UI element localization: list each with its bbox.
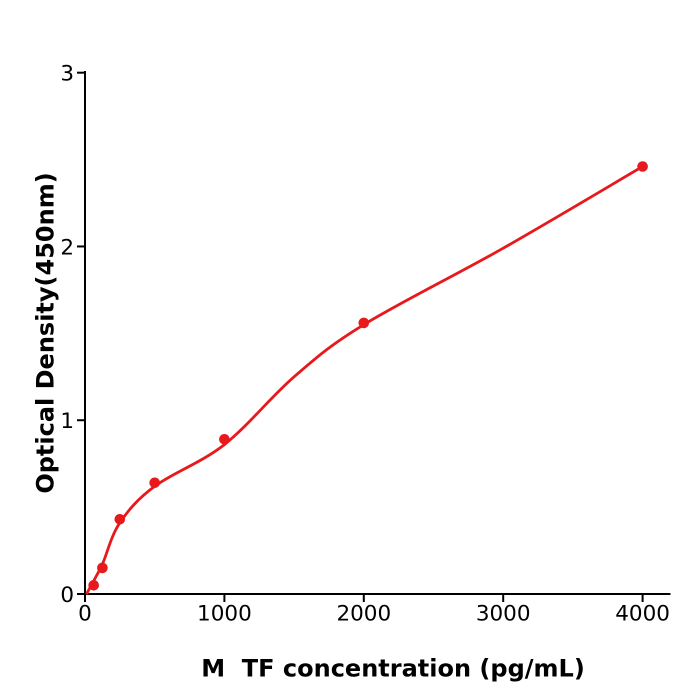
- y-axis-title: Optical Density(450nm): [32, 172, 60, 493]
- fit-curve: [85, 165, 644, 595]
- data-point-marker: [97, 562, 108, 574]
- y-tick-label: 1: [60, 409, 74, 434]
- data-point-markers: [88, 161, 648, 591]
- x-axis: 0 1000 2000 3000 4000: [78, 594, 670, 627]
- y-tick-label: 2: [60, 235, 74, 260]
- x-axis-title: M TF concentration (pg/mL): [201, 655, 585, 683]
- y-tick-label: 3: [60, 61, 74, 86]
- data-point-marker: [149, 477, 160, 489]
- data-point-marker: [219, 434, 230, 445]
- data-point-marker: [637, 161, 648, 172]
- data-point-marker: [114, 514, 126, 525]
- x-tick-label: 3000: [476, 602, 531, 627]
- data-point-marker: [88, 580, 99, 591]
- y-axis: 0 1 2 3: [60, 61, 85, 608]
- fit-curve-line: [85, 165, 644, 595]
- y-tick-label: 0: [60, 583, 74, 608]
- x-tick-label: 1000: [197, 602, 252, 627]
- x-tick-label: 4000: [615, 602, 670, 627]
- data-point-marker: [358, 317, 370, 329]
- x-tick-label: 2000: [336, 602, 391, 627]
- x-tick-label: 0: [78, 602, 92, 627]
- axes-spines: [84, 70, 671, 595]
